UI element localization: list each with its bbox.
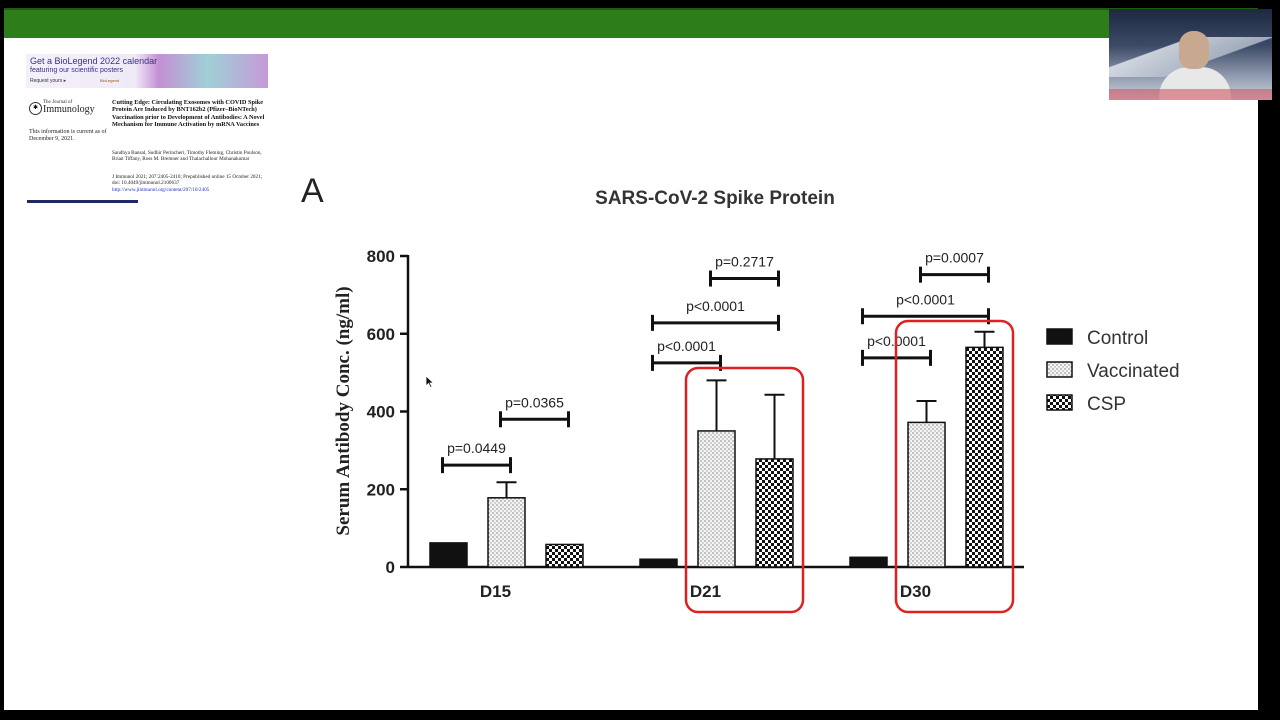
banner-title: Get a BioLegend 2022 calendar [30,56,158,66]
paper-thumbnail: Get a BioLegend 2022 calendar featuring … [26,54,276,204]
webcam-overlay [1109,9,1272,100]
bar-control-d30 [849,556,888,568]
webcam-person-head [1179,31,1209,69]
chart-title: SARS-CoV-2 Spike Protein [595,188,835,209]
bar-vaccinated-d21 [697,430,736,568]
slide: Get a BioLegend 2022 calendar featuring … [4,8,1258,710]
x-tick-label-d21: D21 [690,582,721,601]
significance-label: p=0.0007 [925,250,984,266]
article-title: Cutting Edge: Circulating Exosomes with … [112,99,265,128]
plot-area: 0 200 400 600 800 D15 D21 D30 p=0.0449 p=0.0365 p<… [367,247,1180,614]
y-tick-label: 800 [367,247,395,266]
significance-label: p=0.2717 [715,254,774,270]
y-axis-label: Serum Antibody Conc. (ng/ml) [333,286,354,535]
legend-label-control: Control [1087,328,1148,349]
significance-label: p<0.0001 [896,291,955,307]
banner-logo: BioLegend [100,78,120,83]
bar-csp-d21 [755,458,794,568]
legend-swatch-control [1046,328,1073,345]
bar-csp-d15 [545,543,584,568]
significance-label: p<0.0001 [686,298,745,314]
significance-label: p=0.0449 [447,440,506,456]
significance-label: p<0.0001 [657,338,716,354]
highlight-box-d21 [684,366,805,614]
article-citation: J Immunol 2021; 207:2405-2410; Prepublis… [112,174,272,193]
citation-text: J Immunol 2021; 207:2405-2410; Prepublis… [112,174,263,180]
legend-swatch-csp [1046,394,1073,411]
banner-subtitle: featuring our scientific posters [30,67,123,74]
biolegend-banner[interactable]: Get a BioLegend 2022 calendar featuring … [26,54,268,88]
article-authors: Sandhya Bansal, Sudhir Perincheri, Timot… [112,150,262,163]
bar-vaccinated-d30 [907,421,946,568]
y-tick-label: 400 [367,403,395,422]
bar-csp-d30 [965,346,1004,568]
panel-letter: A [301,172,324,210]
citation-doi: doi: 10.4049/jimmunol.2100637 [112,180,180,187]
legend-label-vaccinated: Vaccinated [1087,361,1180,382]
bar-vaccinated-d15 [487,497,526,568]
webcam-light [1109,89,1272,100]
bar-control-d21 [639,558,678,568]
banner-request-link[interactable]: Request yours ▸ [30,78,67,84]
legend-swatch-vaccinated [1046,361,1073,378]
legend-label-csp: CSP [1087,394,1126,415]
slide-header-bar [4,8,1258,38]
bar-control-d15 [429,542,468,568]
significance-label: p=0.0365 [505,394,564,410]
journal-name: Immunology [43,104,95,115]
x-tick-label-d30: D30 [900,582,931,601]
y-tick-label: 0 [386,558,395,577]
journal-the: The Journal of [43,100,73,105]
y-tick-label: 600 [367,325,395,344]
journal-seal-icon: ✱ [29,102,42,115]
current-note: This information is current as of Decemb… [29,129,107,142]
x-tick-label-d15: D15 [480,582,511,601]
highlight-box-d30 [894,319,1015,614]
paper-divider [27,200,138,203]
y-tick-label: 200 [367,480,395,499]
citation-url[interactable]: http://www.jimmunol.org/content/207/10/2… [112,186,210,193]
journal-logo: ✱ The Journal of Immunology [29,100,109,116]
